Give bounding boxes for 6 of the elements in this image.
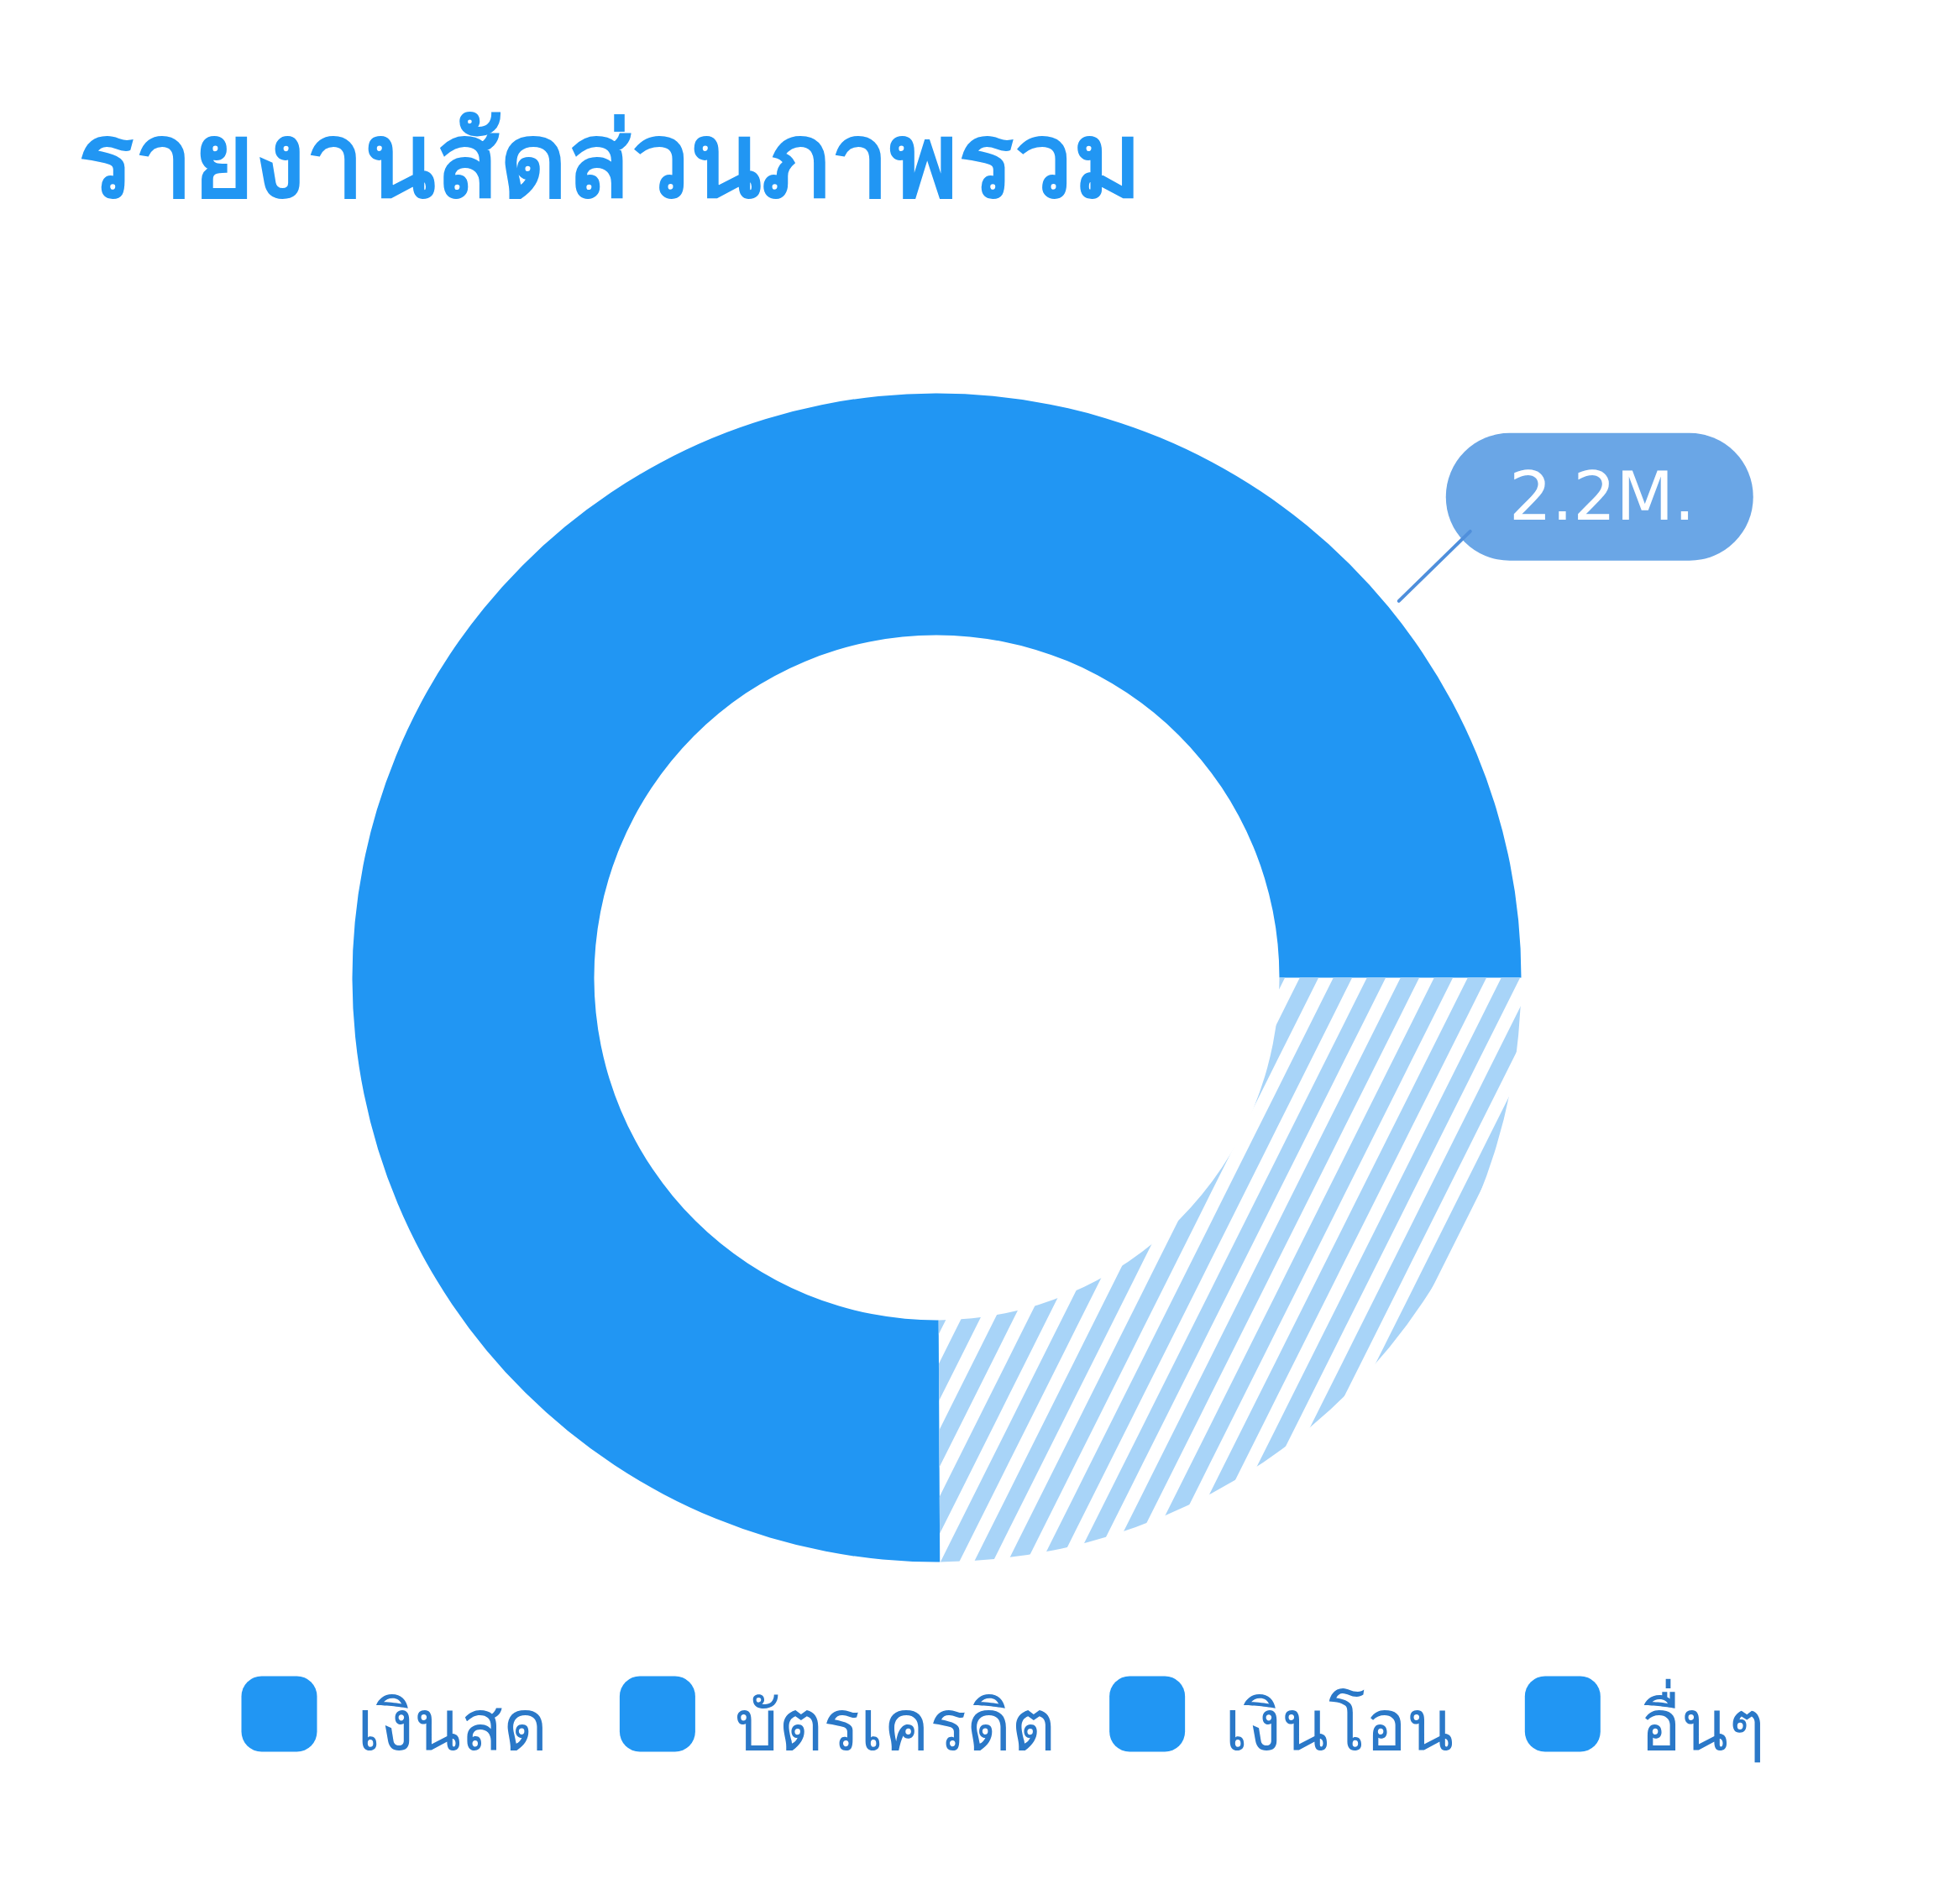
legend-label: อื่นๆ bbox=[1639, 1678, 1765, 1766]
legend-label: เงินสด bbox=[356, 1686, 548, 1766]
legend-label: เงินโอน bbox=[1224, 1686, 1454, 1766]
chart-title: รายงานสัดส่วนภาพรวม bbox=[77, 99, 1142, 221]
legend-label: บัตรเครดิต bbox=[734, 1686, 1056, 1766]
data-label: 2.2M. bbox=[1508, 458, 1695, 536]
